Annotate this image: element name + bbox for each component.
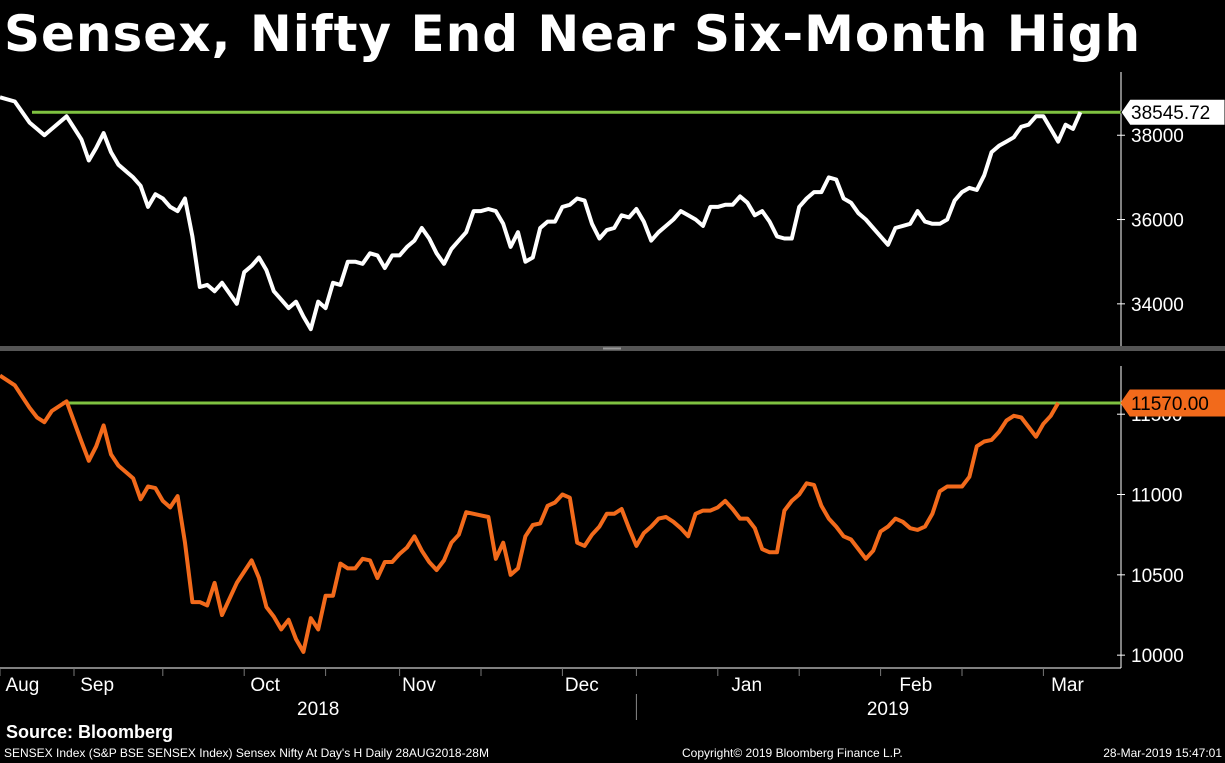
nifty-y-tick-label: 11000 <box>1131 486 1182 507</box>
nifty-panel: 1000010500110001150011570.00 <box>0 366 1225 668</box>
nifty-last-value-box <box>1120 389 1225 417</box>
chart-title: Sensex, Nifty End Near Six-Month High <box>4 5 1142 63</box>
x-axis-year-label: 2018 <box>297 699 339 720</box>
x-axis-month-label: Aug <box>5 675 39 696</box>
sensex-y-tick-label: 38000 <box>1131 126 1184 147</box>
footer-copyright: Copyright© 2019 Bloomberg Finance L.P. <box>682 746 903 760</box>
x-axis-month-label: Nov <box>402 675 436 696</box>
nifty-last-value-label: 11570.00 <box>1131 394 1209 415</box>
sensex-series-line <box>0 95 1083 332</box>
x-axis-month-label: Dec <box>565 675 599 696</box>
nifty-series-line <box>0 373 1060 654</box>
sensex-y-tick-label: 36000 <box>1131 211 1184 232</box>
sensex-last-value-box <box>1120 98 1225 126</box>
x-axis: Aug Sep Oct Nov Dec Jan Feb Mar 2018 2019 <box>0 667 1121 720</box>
nifty-y-tick-label: 10000 <box>1131 646 1184 667</box>
sensex-y-tick-label: 34000 <box>1131 295 1184 316</box>
sensex-last-value-tag: 38545.72 <box>1120 98 1225 126</box>
x-axis-year-label: 2019 <box>867 699 909 720</box>
x-axis-month-label: Feb <box>899 675 932 696</box>
x-axis-month-label: Jan <box>731 675 762 696</box>
panel-divider-grip[interactable] <box>603 347 621 350</box>
footer-timestamp: 28-Mar-2019 15:47:01 <box>1103 746 1222 760</box>
sensex-last-value-label: 38545.72 <box>1131 103 1210 124</box>
x-axis-month-label: Oct <box>250 675 280 696</box>
footer-security-info: SENSEX Index (S&P BSE SENSEX Index) Sens… <box>4 746 489 760</box>
source-label: Source: Bloomberg <box>6 722 174 742</box>
nifty-last-value-tag: 11570.00 <box>1120 389 1225 417</box>
x-axis-month-label: Mar <box>1051 675 1084 696</box>
x-axis-month-label: Sep <box>80 675 114 696</box>
nifty-y-tick-label: 10500 <box>1131 566 1184 587</box>
